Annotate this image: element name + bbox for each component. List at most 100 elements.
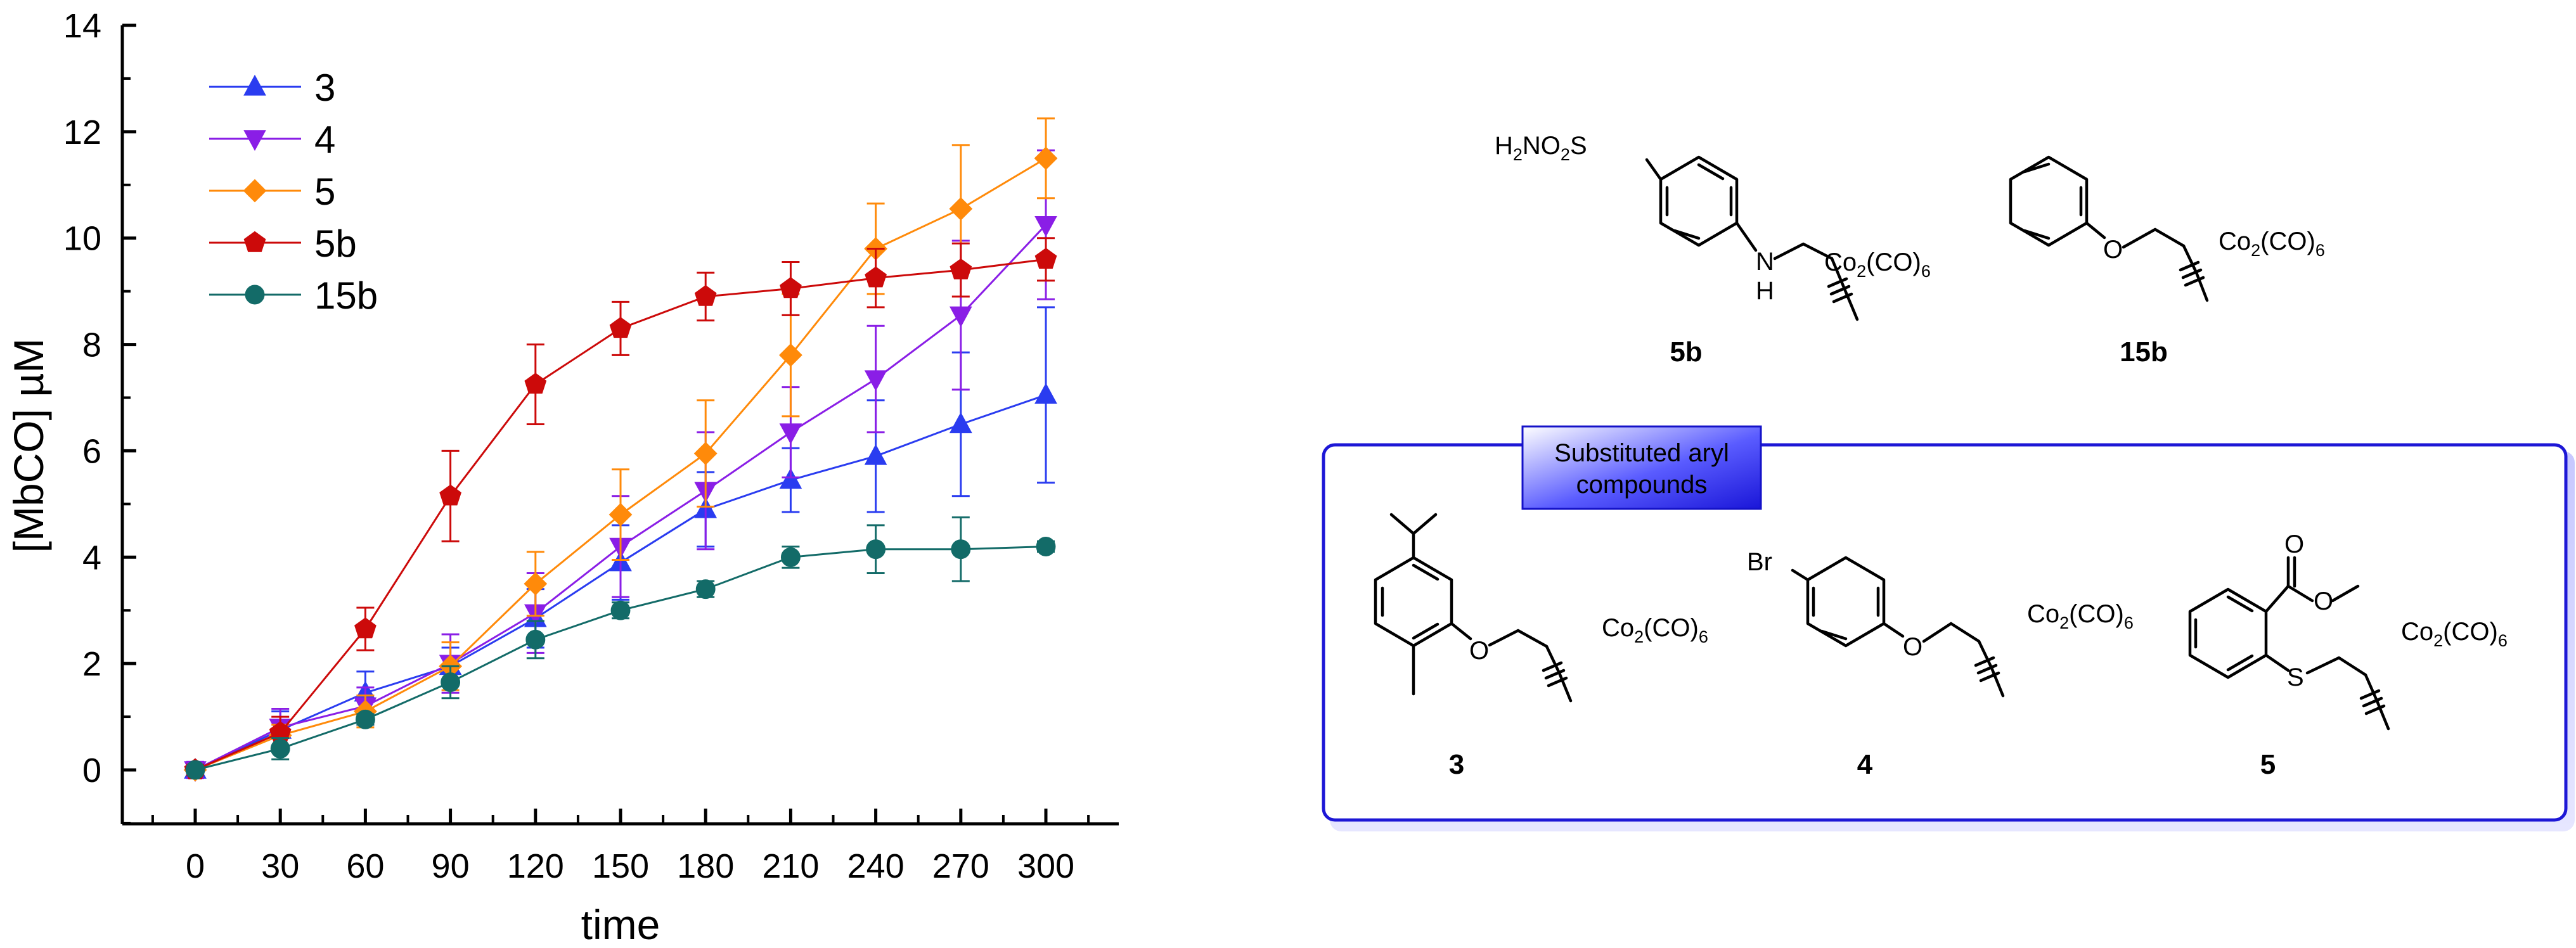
svg-text:O: O (2284, 530, 2304, 558)
legend-item: 5b (209, 222, 357, 265)
structure-15b (2009, 155, 2209, 302)
data-point (865, 266, 887, 288)
data-point (949, 306, 972, 328)
svg-text:S: S (2287, 663, 2304, 691)
x-tick-label: 150 (592, 847, 649, 885)
x-axis-label: time (581, 901, 660, 948)
data-point (1034, 383, 1057, 404)
y-axis-label: [MbCO] µM (5, 338, 52, 553)
structure-5-text: O O S Co2(CO)6 (2284, 530, 2508, 691)
legend-item: 3 (209, 67, 335, 109)
aryl-compounds-box (1322, 443, 2568, 822)
data-point (439, 484, 461, 506)
svg-text:O: O (2314, 587, 2333, 615)
data-point (609, 317, 632, 338)
data-point (779, 423, 802, 445)
x-tick-label: 120 (507, 847, 564, 885)
data-point (524, 572, 548, 596)
data-point (185, 760, 205, 780)
legend-label: 3 (314, 67, 335, 109)
legend-item: 15b (209, 274, 378, 317)
data-point (1034, 248, 1057, 269)
svg-text:Co2(CO)6: Co2(CO)6 (1824, 248, 1931, 281)
structure-5 (2188, 556, 2390, 731)
structure-label-5: 5 (2260, 749, 2276, 780)
x-tick-label: 240 (847, 847, 905, 885)
y-tick-label: 2 (82, 645, 101, 683)
legend-item: 4 (209, 118, 335, 161)
y-tick-label: 8 (82, 326, 101, 364)
data-point (525, 629, 546, 650)
legend-label: 5 (314, 170, 335, 213)
box-title-line2: compounds (1576, 471, 1708, 499)
data-point (270, 738, 290, 759)
svg-text:Co2(CO)6: Co2(CO)6 (2027, 600, 2134, 632)
structure-label-4: 4 (1857, 749, 1873, 780)
data-point (1034, 146, 1058, 170)
x-tick-label: 300 (1017, 847, 1074, 885)
structure-3-text: O Co2(CO)6 (1469, 614, 1708, 665)
y-tick-label: 12 (63, 113, 101, 151)
structure-15b-text: O Co2(CO)6 (2103, 227, 2325, 264)
y-tick-label: 0 (82, 752, 101, 790)
data-point (866, 539, 886, 560)
x-tick-label: 60 (346, 847, 384, 885)
data-point (864, 370, 887, 392)
mbco-time-chart: 0 2 4 6 8 10 12 14 0 30 60 90 120 150 180 210 240 270 300… (5, 7, 1119, 948)
structure-5b (1645, 155, 1859, 321)
structure-4 (1791, 556, 2005, 698)
legend-label: 4 (314, 118, 335, 161)
data-point (949, 197, 973, 221)
legend-item: 5 (209, 170, 335, 213)
x-tick-label: 30 (261, 847, 299, 885)
structure-label-5b: 5b (1670, 336, 1702, 368)
structure-3 (1374, 513, 1573, 703)
svg-text:Co2(CO)6: Co2(CO)6 (2219, 227, 2325, 260)
series-layer (183, 117, 1058, 783)
legend-marker (243, 74, 266, 96)
series-15b (185, 516, 1056, 780)
x-tick-label: 90 (432, 847, 470, 885)
x-tick-label: 180 (677, 847, 734, 885)
data-point (950, 258, 972, 279)
series-5 (183, 117, 1058, 782)
y-tick-label: 4 (82, 539, 101, 577)
y-tick-label: 6 (82, 432, 101, 470)
data-point (864, 444, 887, 465)
svg-text:Co2(CO)6: Co2(CO)6 (2401, 618, 2508, 650)
data-point (524, 373, 547, 394)
data-point (1034, 215, 1057, 237)
data-point (441, 672, 461, 692)
data-point (780, 547, 801, 567)
data-point (779, 468, 802, 489)
data-point (695, 579, 716, 599)
svg-text:O: O (1469, 637, 1489, 665)
y-tick-label: 14 (63, 7, 101, 45)
data-point (609, 503, 633, 527)
svg-text:H: H (1756, 277, 1774, 305)
data-point (355, 709, 375, 729)
legend-label: 5b (314, 222, 357, 265)
data-point (693, 442, 718, 466)
legend-marker (243, 179, 267, 203)
data-point (610, 600, 631, 620)
svg-text:Br: Br (1747, 548, 1772, 576)
svg-text:N: N (1756, 248, 1774, 276)
svg-text:Co2(CO)6: Co2(CO)6 (1602, 614, 1708, 646)
data-point (949, 412, 972, 433)
legend-marker (243, 231, 266, 252)
x-tick-label: 270 (932, 847, 989, 885)
structure-4-text: Br O Co2(CO)6 (1747, 548, 2134, 661)
structure-label-3: 3 (1449, 749, 1464, 780)
y-tick-label: 10 (63, 220, 101, 258)
y-axis-ticks: 0 2 4 6 8 10 12 14 (63, 7, 136, 824)
data-point (1036, 537, 1056, 556)
x-tick-label: 0 (186, 847, 205, 885)
x-tick-label: 210 (762, 847, 819, 885)
legend-marker (243, 130, 266, 151)
svg-text:O: O (1903, 633, 1922, 661)
data-point (694, 285, 717, 306)
legend-label: 15b (314, 274, 378, 317)
box-title-badge (1521, 425, 1762, 510)
